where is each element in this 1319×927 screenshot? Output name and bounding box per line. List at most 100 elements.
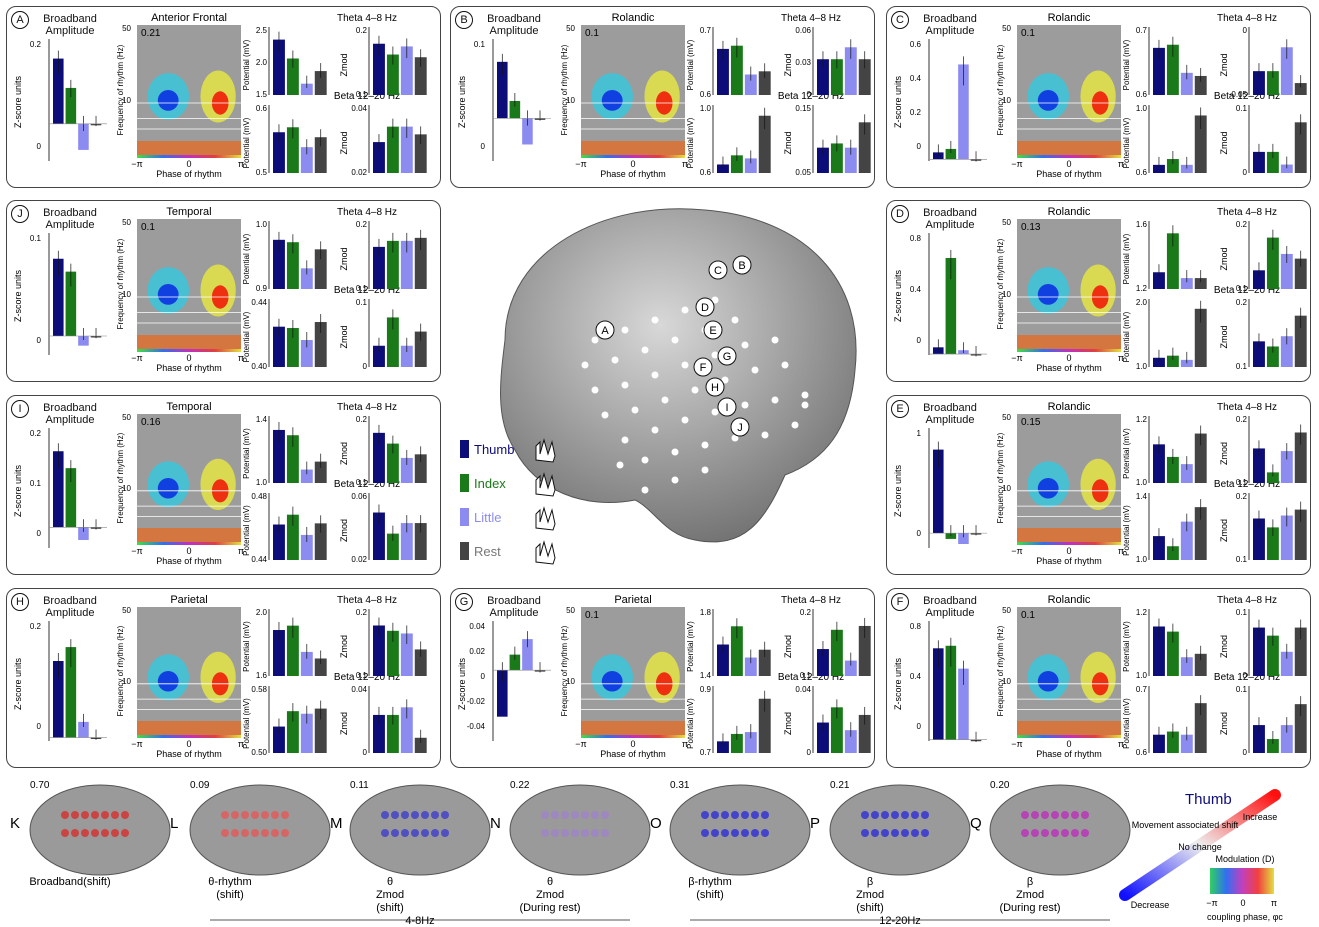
bar bbox=[373, 142, 385, 173]
zmod-tick: 0.02 bbox=[351, 168, 367, 177]
mini-electrode bbox=[241, 811, 249, 819]
beta-zmod-bars bbox=[368, 493, 427, 560]
bar bbox=[1280, 451, 1293, 483]
bb-tick: 0 bbox=[481, 672, 486, 681]
x-tick: π bbox=[682, 739, 688, 749]
bar bbox=[1166, 44, 1179, 95]
theta-title: Theta 4–8 Hz bbox=[781, 595, 841, 606]
potential-label: Potential (mV) bbox=[1122, 428, 1131, 479]
panel-svg: Z-score units 0.04 0.02 0 -0.02 -0.04 Parietal… bbox=[457, 594, 871, 759]
hand-icon bbox=[535, 438, 556, 463]
bar bbox=[400, 457, 413, 483]
bar bbox=[744, 74, 757, 95]
mini-electrode bbox=[231, 829, 239, 837]
electrode-dot bbox=[701, 466, 709, 474]
electrode-dot bbox=[661, 396, 669, 404]
pot-tick: 0.50 bbox=[251, 748, 267, 757]
electrode-label-C bbox=[708, 260, 728, 280]
zscore-label: Z-score units bbox=[893, 269, 903, 322]
bar bbox=[758, 698, 771, 753]
bottom-value: 0.09 bbox=[190, 780, 210, 791]
zmod-label: Zmod bbox=[1219, 247, 1229, 270]
mini-electrode bbox=[411, 829, 419, 837]
pot-tick: 1.8 bbox=[700, 608, 712, 617]
bar bbox=[730, 733, 743, 753]
mini-electrode bbox=[921, 829, 929, 837]
mini-electrode bbox=[261, 829, 269, 837]
pot-tick: 1.0 bbox=[256, 478, 268, 487]
potential-label: Potential (mV) bbox=[1122, 233, 1131, 284]
broadband-line1: Broadband bbox=[487, 13, 541, 25]
electrode-dot bbox=[611, 356, 619, 364]
bar bbox=[1294, 315, 1307, 367]
broadband-title: Broadband Amplitude bbox=[913, 13, 987, 37]
broadband-title: Broadband Amplitude bbox=[477, 13, 551, 37]
region-title: Anterior Frontal bbox=[151, 12, 227, 24]
spectrogram bbox=[137, 25, 241, 158]
panel-svg: Z-score units0.10Rolandic0.15010Frequenc… bbox=[457, 12, 871, 179]
bar bbox=[53, 451, 64, 528]
phase-colorbar bbox=[137, 542, 241, 545]
x-tick: π bbox=[682, 159, 688, 169]
electrode-dot bbox=[701, 441, 709, 449]
bar bbox=[730, 45, 743, 95]
phase-label: Phase of rhythm bbox=[156, 749, 222, 759]
bar bbox=[522, 639, 533, 671]
zmod-tick: 0.2 bbox=[1236, 298, 1248, 307]
coupling-tick: 0 bbox=[1240, 898, 1245, 908]
bar bbox=[300, 534, 313, 560]
bar bbox=[400, 523, 413, 560]
mini-electrode bbox=[281, 829, 289, 837]
bar bbox=[1266, 237, 1279, 289]
theta-potential-bars bbox=[1148, 609, 1207, 676]
bar bbox=[509, 100, 521, 119]
region-title: Parietal bbox=[170, 594, 207, 606]
max-value: 0.1 bbox=[585, 28, 599, 39]
zmod-label: Zmod bbox=[1219, 325, 1229, 348]
bar bbox=[1194, 278, 1207, 289]
electrode-dot bbox=[591, 336, 599, 344]
bottom-caption: β bbox=[867, 876, 873, 888]
potential-label: Potential (mV) bbox=[1122, 39, 1131, 90]
beta-zmod-bars bbox=[368, 686, 427, 753]
pot-tick: 1.4 bbox=[256, 415, 268, 424]
zscore-label: Z-score units bbox=[457, 75, 467, 128]
bar bbox=[414, 454, 427, 483]
bar bbox=[414, 57, 427, 95]
bar bbox=[386, 443, 399, 483]
bar bbox=[933, 449, 944, 534]
bar bbox=[1294, 83, 1307, 95]
zmod-label: Zmod bbox=[1219, 131, 1229, 154]
electrode-letter: E bbox=[709, 325, 716, 337]
zmod-label: Zmod bbox=[339, 53, 349, 76]
beta-title: Beta 12–20 Hz bbox=[778, 672, 844, 683]
x-tick: 0 bbox=[1066, 546, 1071, 556]
bar bbox=[522, 118, 533, 145]
pot-tick: 1.5 bbox=[256, 90, 268, 99]
bar bbox=[1294, 432, 1307, 483]
mini-electrode bbox=[581, 811, 589, 819]
zmod-label: Zmod bbox=[1219, 519, 1229, 542]
bar bbox=[1280, 47, 1293, 95]
bar bbox=[1166, 159, 1179, 173]
bar bbox=[758, 71, 771, 95]
zmod-label: Zmod bbox=[783, 635, 793, 658]
mini-electrode bbox=[71, 811, 79, 819]
bar bbox=[945, 148, 957, 160]
y-tick: 10 bbox=[122, 677, 131, 686]
bar bbox=[1266, 527, 1279, 560]
mini-electrode bbox=[381, 829, 389, 837]
bb-tick: 0.2 bbox=[30, 40, 42, 49]
electrode-dot bbox=[651, 316, 659, 324]
theta-potential-bars bbox=[1148, 27, 1207, 95]
mini-electrode bbox=[561, 829, 569, 837]
pot-tick: 0.44 bbox=[251, 555, 267, 564]
theta-title: Theta 4–8 Hz bbox=[1217, 13, 1277, 24]
beta-zmod-bars bbox=[1248, 105, 1307, 173]
bottom-value: 0.21 bbox=[830, 780, 850, 791]
zmod-label: Zmod bbox=[1219, 53, 1229, 76]
electrode-label-F bbox=[693, 357, 713, 377]
bar bbox=[414, 649, 427, 676]
electrode-label-A bbox=[595, 320, 615, 340]
zscore-label: Z-score units bbox=[893, 657, 903, 710]
